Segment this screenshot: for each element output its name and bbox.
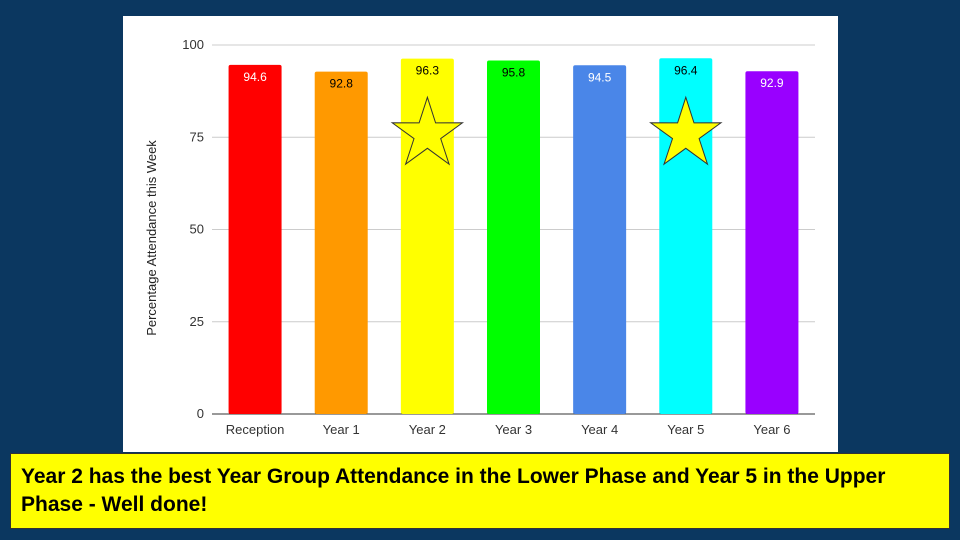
bar-year-6 — [745, 71, 799, 414]
x-tick-label: Year 3 — [495, 422, 532, 437]
bar-reception — [228, 64, 282, 414]
y-tick-label: 100 — [182, 37, 204, 52]
x-tick-label: Year 5 — [667, 422, 704, 437]
caption-banner: Year 2 has the best Year Group Attendanc… — [10, 453, 950, 529]
y-tick-label: 75 — [190, 129, 204, 144]
bar-value-label: 92.8 — [330, 77, 354, 91]
star-icon — [390, 95, 465, 166]
star-icon — [649, 95, 723, 166]
y-tick-label: 25 — [190, 314, 204, 329]
caption-text: Year 2 has the best Year Group Attendanc… — [21, 465, 886, 516]
y-axis-title: Percentage Attendance this Week — [144, 140, 159, 336]
y-tick-label: 0 — [197, 406, 204, 421]
chart-panel: 94.6 92.8 96.3 95.8 94.5 96.4 92.9 0 25 50 75 100 R… — [123, 16, 838, 452]
x-tick-label: Year 6 — [753, 422, 790, 437]
bar-year-4 — [573, 65, 627, 415]
x-tick-label: Year 1 — [323, 422, 360, 437]
x-tick-label: Year 2 — [409, 422, 446, 437]
bar-value-label: 94.5 — [588, 70, 612, 84]
y-tick-label: 50 — [190, 222, 204, 237]
bar-value-label: 95.8 — [502, 65, 526, 79]
x-tick-label: Reception — [226, 422, 285, 437]
stars — [390, 95, 723, 166]
bar-value-label: 92.9 — [760, 76, 784, 90]
x-tick-label: Year 4 — [581, 422, 618, 437]
value-labels: 94.6 92.8 96.3 95.8 94.5 96.4 92.9 — [243, 63, 784, 90]
bar-value-label: 94.6 — [243, 70, 267, 84]
bar-value-label: 96.4 — [674, 63, 698, 77]
axis-ticks: 0 25 50 75 100 Reception Year 1 Year 2 Year 3 Yea… — [182, 37, 790, 437]
bar-value-label: 96.3 — [416, 64, 440, 78]
bar-year-1 — [314, 71, 368, 415]
attendance-bar-chart: 94.6 92.8 96.3 95.8 94.5 96.4 92.9 0 25 50 75 100 R… — [144, 37, 815, 437]
bar-year-3 — [487, 60, 540, 415]
bars — [228, 58, 799, 415]
